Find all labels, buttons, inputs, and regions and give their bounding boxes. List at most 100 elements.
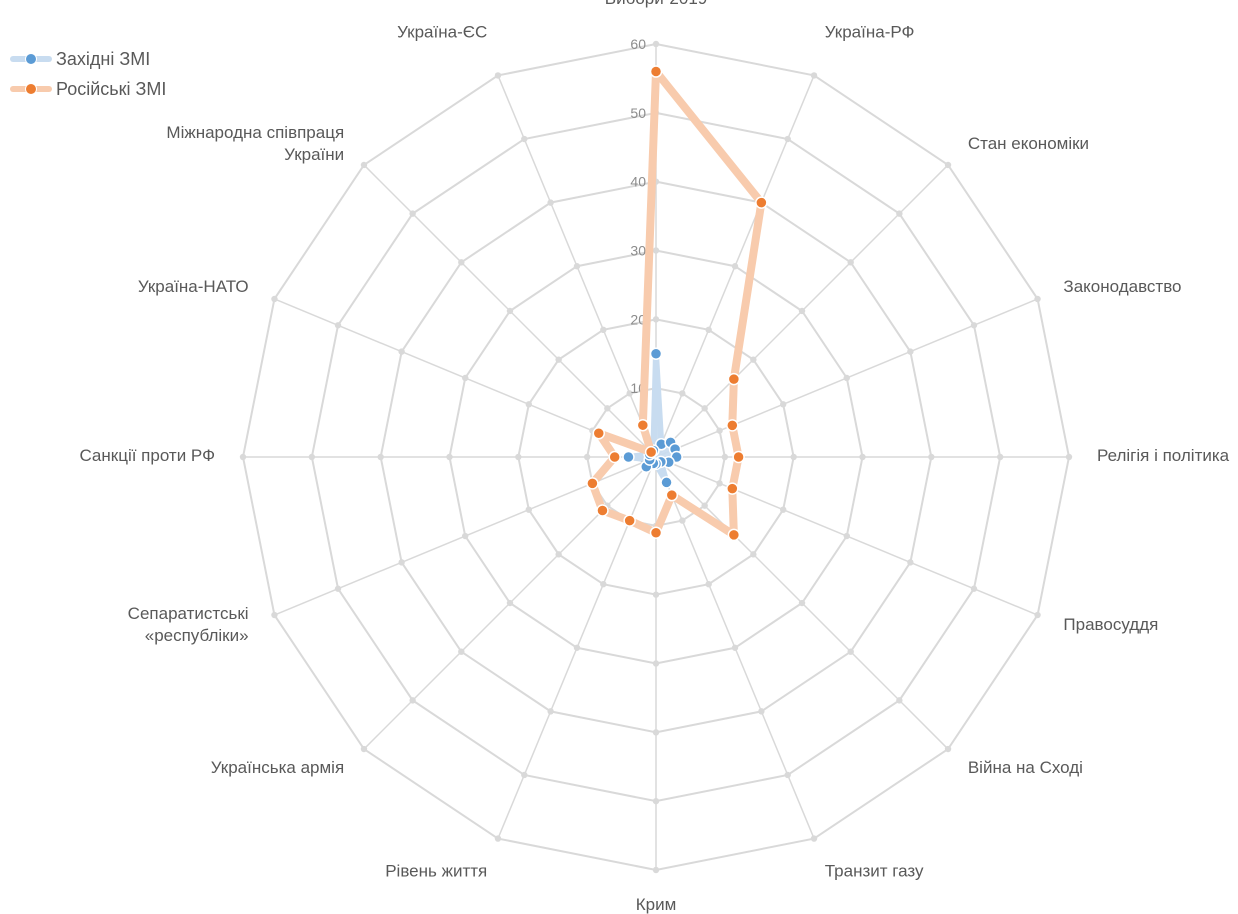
category-label-line: Санкції проти РФ bbox=[79, 446, 215, 465]
grid-marker bbox=[398, 559, 405, 566]
point-russian bbox=[644, 445, 658, 459]
category-label-line: Війна на Сході bbox=[968, 758, 1083, 777]
category-label: Вибори-2019 bbox=[605, 0, 707, 8]
category-label-line: Сепаратистські bbox=[128, 604, 249, 623]
grid-marker bbox=[334, 322, 342, 329]
category-label: Законодавство bbox=[1063, 277, 1181, 296]
grid-marker bbox=[758, 708, 765, 715]
point-western bbox=[660, 476, 673, 489]
grid-marker bbox=[547, 199, 554, 206]
tick-label: 20 bbox=[630, 311, 646, 327]
grid-marker bbox=[600, 580, 607, 588]
grid-marker bbox=[896, 697, 903, 704]
category-label: Крим bbox=[636, 895, 677, 914]
grid-marker bbox=[506, 599, 514, 607]
grid-marker bbox=[494, 835, 502, 842]
grid-marker bbox=[239, 453, 247, 461]
grid-marker bbox=[996, 453, 1004, 461]
grid-marker bbox=[731, 263, 739, 270]
grid-marker bbox=[308, 453, 316, 461]
grid-marker bbox=[360, 745, 368, 753]
grid-marker bbox=[521, 135, 528, 143]
grid-marker bbox=[494, 72, 502, 79]
category-label-line: Міжнародна співпраця bbox=[166, 123, 344, 142]
point-russian bbox=[608, 450, 621, 464]
tick-label: 50 bbox=[630, 105, 646, 121]
grid-marker bbox=[652, 729, 660, 736]
grid-marker bbox=[652, 247, 660, 254]
grid-marker bbox=[679, 517, 686, 524]
grid-marker bbox=[944, 161, 952, 169]
legend-label-western: Західні ЗМІ bbox=[56, 48, 151, 69]
grid-marker bbox=[525, 401, 533, 408]
grid-marker bbox=[271, 295, 278, 303]
category-label-line: Правосуддя bbox=[1063, 615, 1158, 634]
grid-marker bbox=[458, 648, 465, 655]
grid-marker bbox=[779, 506, 787, 513]
grid-marker bbox=[573, 263, 581, 270]
category-label-line: Рівень життя bbox=[385, 861, 487, 880]
grid-marker bbox=[652, 316, 660, 323]
grid-marker bbox=[583, 453, 591, 461]
tick-label: 40 bbox=[630, 174, 646, 190]
point-russian bbox=[649, 65, 663, 78]
grid-marker bbox=[784, 135, 791, 143]
grid-marker bbox=[1034, 295, 1041, 303]
grid-marker bbox=[604, 405, 611, 412]
legend-item-western[interactable]: Західні ЗМІ bbox=[10, 44, 166, 74]
grid-marker bbox=[652, 866, 660, 874]
grid-marker bbox=[750, 356, 757, 363]
grid-marker bbox=[271, 611, 278, 619]
grid-marker bbox=[721, 453, 729, 461]
point-russian bbox=[596, 504, 609, 517]
legend-item-russian[interactable]: Російські ЗМІ bbox=[10, 74, 166, 104]
point-western bbox=[622, 450, 635, 464]
grid-marker bbox=[547, 708, 554, 715]
category-label: Транзит газу bbox=[825, 861, 924, 880]
grid-marker bbox=[790, 453, 797, 461]
grid-marker bbox=[716, 480, 723, 487]
tick-label: 60 bbox=[630, 36, 646, 52]
grid-marker bbox=[458, 259, 465, 266]
category-label-line: Українська армія bbox=[211, 758, 344, 777]
point-russian bbox=[726, 419, 739, 432]
grid-marker bbox=[652, 591, 660, 598]
point-russian bbox=[649, 526, 663, 539]
point-russian bbox=[727, 372, 741, 386]
point-russian bbox=[586, 477, 599, 490]
legend: Західні ЗМІ Російські ЗМІ bbox=[10, 44, 166, 104]
grid-marker bbox=[798, 307, 806, 315]
category-label: Рівень життя bbox=[385, 861, 487, 880]
grid-marker bbox=[377, 453, 384, 461]
grid-marker bbox=[462, 374, 469, 382]
grid-marker bbox=[521, 771, 528, 779]
category-label-line: України bbox=[284, 145, 344, 164]
grid-marker bbox=[555, 356, 562, 363]
category-label: Стан економіки bbox=[968, 134, 1089, 153]
grid-marker bbox=[847, 259, 854, 266]
grid-marker bbox=[525, 506, 533, 513]
grid-marker bbox=[705, 326, 712, 334]
category-label: Сепаратистські «республіки» bbox=[128, 604, 249, 645]
category-label: Міжнародна співпраця України bbox=[166, 123, 344, 164]
grid-marker bbox=[716, 427, 723, 434]
grid-marker bbox=[1034, 611, 1041, 619]
grid-marker bbox=[398, 348, 405, 355]
category-label: Україна-РФ bbox=[825, 23, 915, 42]
grid-marker bbox=[652, 660, 660, 667]
category-label: Санкції проти РФ bbox=[79, 446, 215, 465]
grid-marker bbox=[1065, 453, 1073, 461]
grid-marker bbox=[970, 585, 978, 592]
category-label-line: Законодавство bbox=[1063, 277, 1181, 296]
grid-marker bbox=[847, 648, 854, 655]
point-russian bbox=[732, 450, 745, 464]
grid-marker bbox=[944, 745, 952, 753]
category-label-line: Релігія і політика bbox=[1097, 446, 1230, 465]
point-russian bbox=[665, 488, 679, 502]
legend-swatch-russian bbox=[10, 83, 52, 95]
tick-label: 30 bbox=[630, 243, 646, 259]
category-label-line: «республіки» bbox=[145, 626, 249, 645]
category-label: Правосуддя bbox=[1063, 615, 1158, 634]
grid-marker bbox=[409, 697, 416, 704]
